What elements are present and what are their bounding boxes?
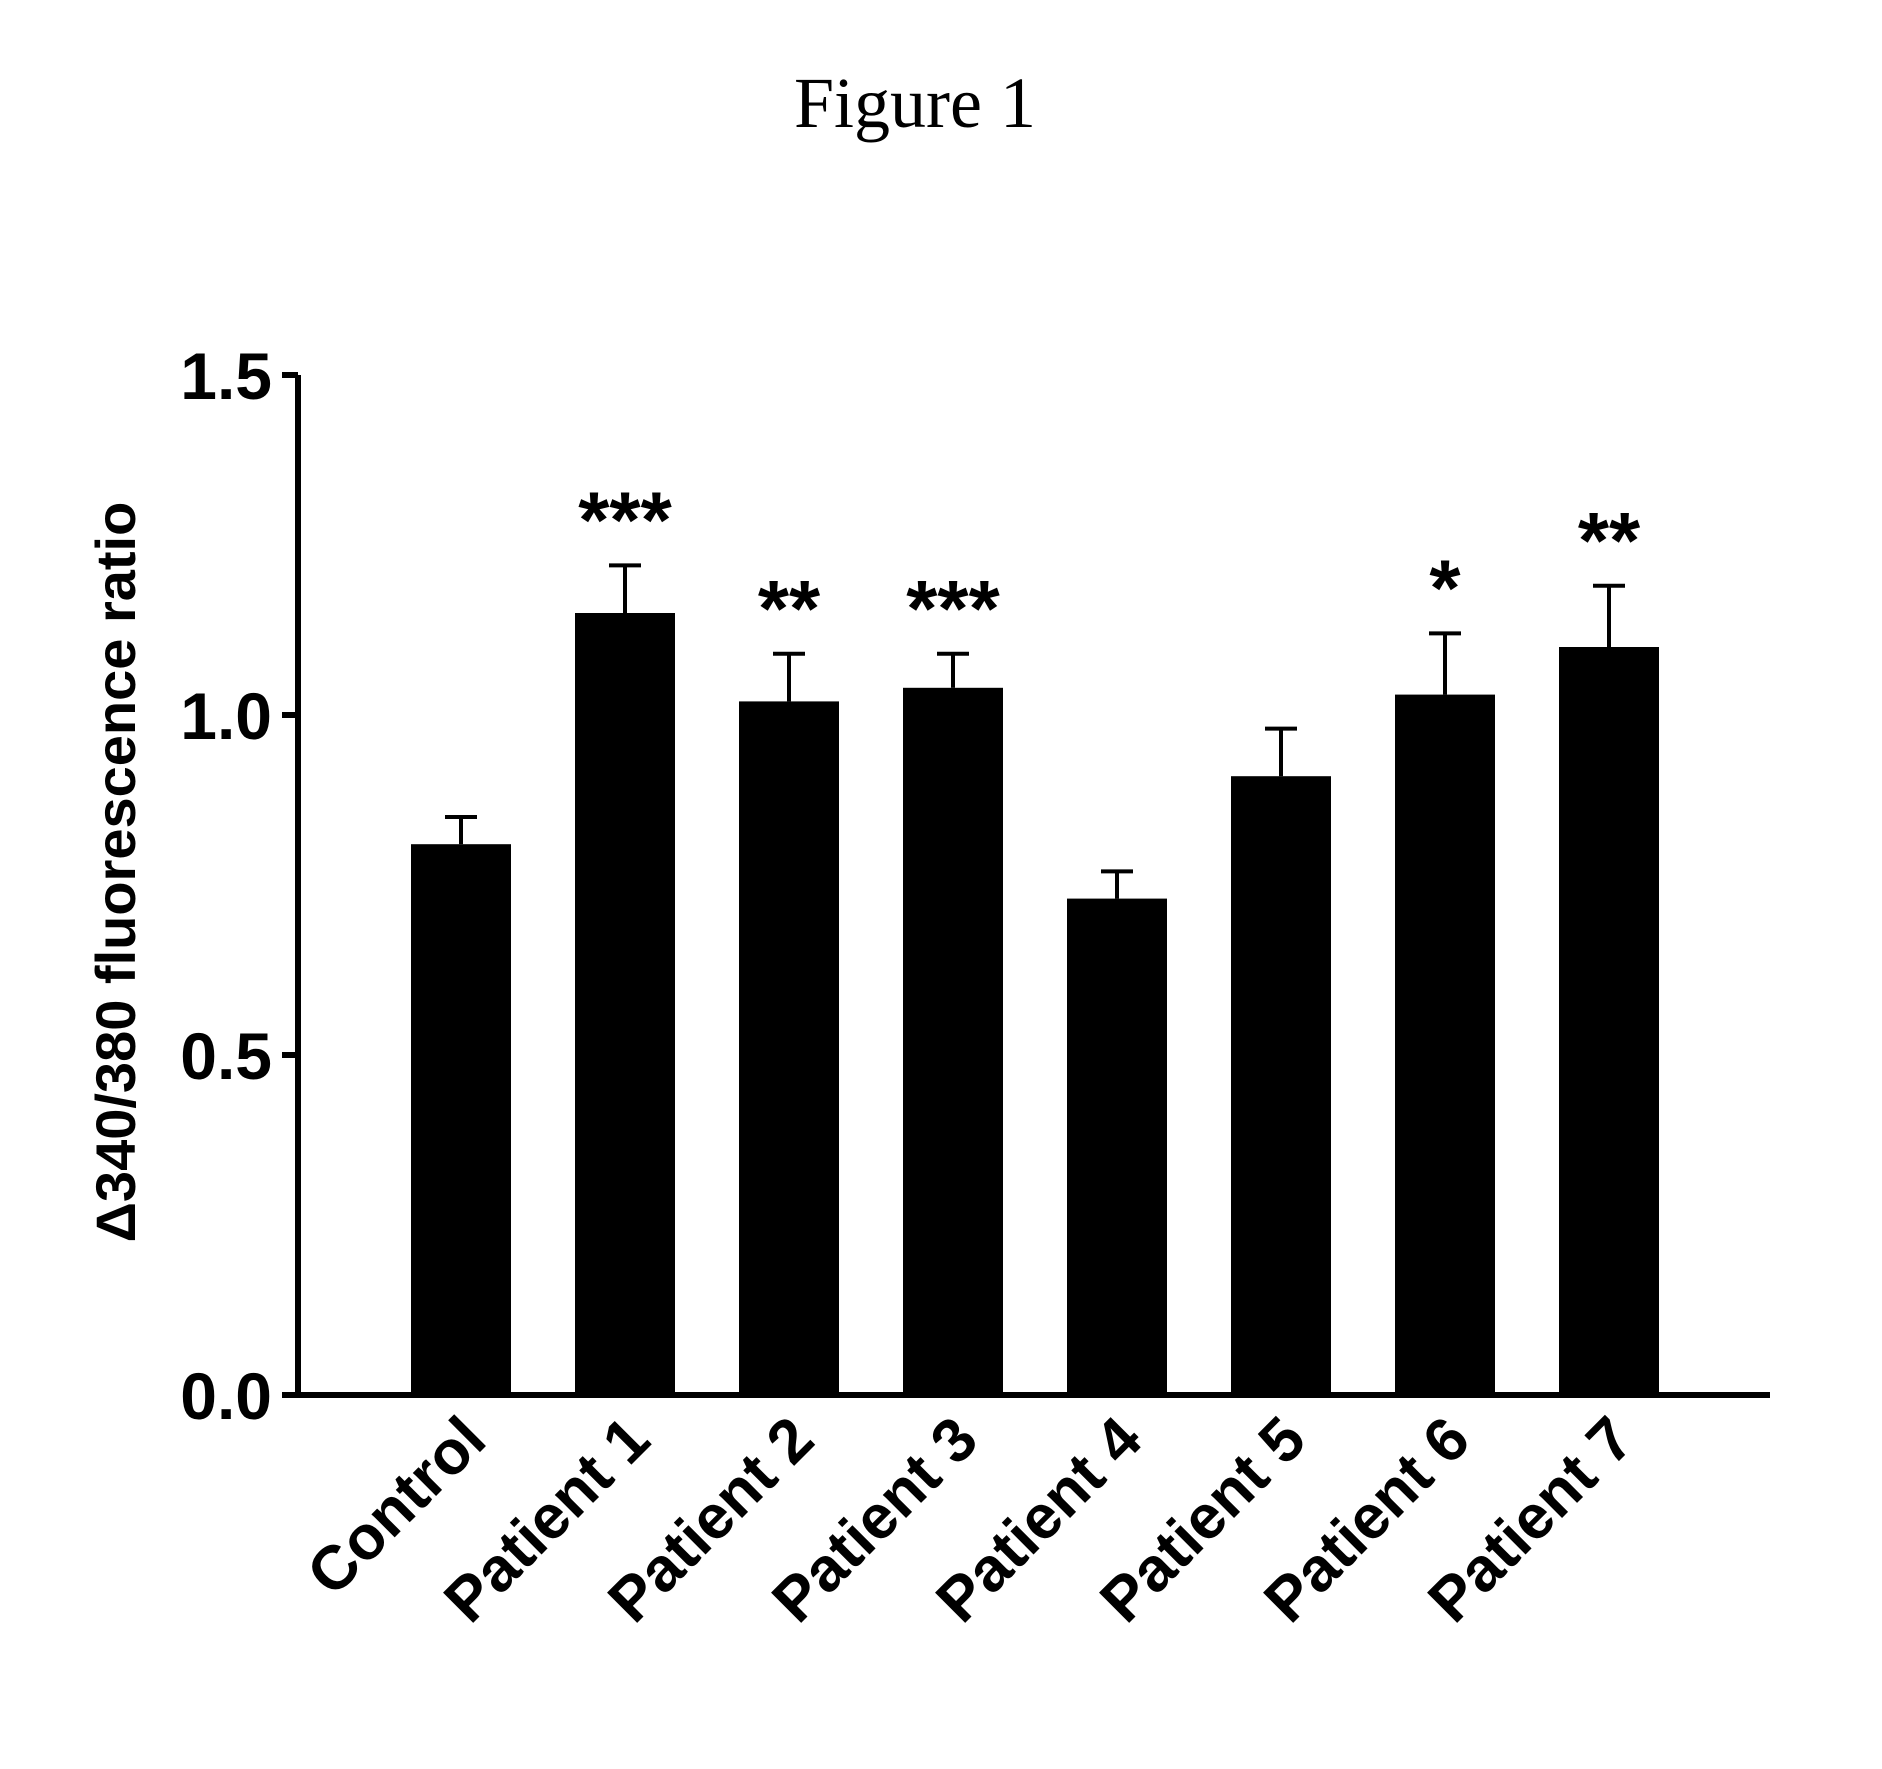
bar [739, 701, 839, 1395]
axes-layer [295, 375, 1770, 1398]
significance-marker: ** [1578, 496, 1641, 585]
y-tick-label: 1.0 [180, 679, 272, 753]
significance-marker: ** [758, 564, 821, 653]
bar [1395, 694, 1495, 1395]
bar [903, 687, 1003, 1395]
bar [1559, 647, 1659, 1395]
bars-layer: ***** *** *** [411, 475, 1659, 1395]
bar [1231, 776, 1331, 1395]
significance-marker: *** [906, 564, 1000, 653]
y-axis-label: Δ340/380 fluorescence ratio [84, 502, 147, 1243]
bar [1067, 898, 1167, 1395]
figure-title: Figure 1 [794, 63, 1036, 143]
y-tick-label: 0.5 [180, 1019, 272, 1093]
y-tick-label: 1.5 [180, 339, 272, 413]
y-ticks: 0.0 0.5 1.0 1.5 [180, 339, 298, 1433]
bar [575, 613, 675, 1395]
significance-marker: * [1429, 543, 1461, 632]
bar [411, 844, 511, 1395]
significance-marker: *** [578, 475, 672, 564]
y-tick-label: 0.0 [180, 1359, 272, 1433]
